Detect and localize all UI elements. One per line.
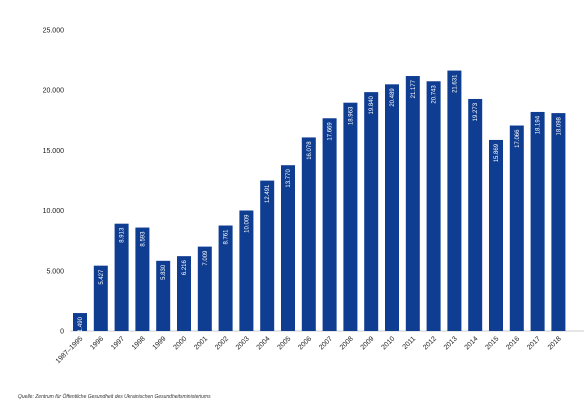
bar-value-label: 5.427 (99, 269, 105, 285)
x-tick-label: 1999 (152, 335, 168, 351)
y-tick-label: 25.000 (43, 28, 65, 35)
x-tick-label: 2010 (380, 335, 396, 351)
bar (489, 139, 503, 331)
bar-value-label: 18.963 (348, 106, 354, 125)
bar (426, 81, 441, 332)
x-axis: 1987–1995 1996 1997 1998 1999 2000 2001 2002 200… (55, 335, 563, 365)
x-tick-label: 2009 (360, 335, 376, 351)
bar (405, 76, 420, 331)
bar-value-label: 21.177 (411, 79, 417, 98)
bar (239, 210, 254, 331)
y-tick-label: 15.000 (43, 148, 65, 155)
bar-value-label: 1.490 (78, 316, 84, 332)
bar-value-label: 20.489 (390, 88, 396, 107)
bar-value-label: 8.593 (140, 231, 146, 247)
x-tick-label: 2007 (318, 335, 334, 351)
bar (551, 113, 566, 331)
bar-value-label: 18.194 (536, 115, 542, 134)
x-tick-label: 2006 (297, 335, 313, 351)
x-tick-label: 2017 (526, 335, 542, 351)
bar-value-label: 17.669 (328, 122, 334, 141)
y-tick-label: 0 (60, 329, 64, 336)
bar-value-label: 8.913 (120, 227, 126, 243)
x-tick-label: 2002 (214, 335, 230, 351)
bar (93, 265, 108, 331)
x-tick-label: 2008 (339, 335, 355, 351)
bar-value-label: 6.216 (182, 259, 188, 275)
x-tick-label: 2001 (193, 335, 209, 351)
x-tick-label: 2003 (235, 335, 251, 351)
x-tick-label: 1996 (89, 335, 105, 351)
x-tick-label: 2015 (484, 335, 500, 351)
x-tick-label: 2005 (276, 335, 292, 351)
x-tick-label: 2012 (422, 335, 438, 351)
bar-value-label: 21.631 (452, 74, 458, 93)
bar-value-label: 19.840 (369, 95, 375, 114)
bar-value-label: 18.098 (556, 116, 562, 135)
bar (509, 125, 524, 331)
bar (135, 227, 150, 331)
bar-value-label: 15.869 (494, 143, 500, 162)
x-tick-label: 1998 (131, 335, 147, 351)
x-tick-label: 1987–1995 (55, 335, 85, 365)
bar-value-label: 12.491 (265, 184, 271, 203)
bar-value-label: 7.009 (203, 250, 209, 266)
bar (322, 118, 337, 331)
y-tick-label: 5.000 (46, 268, 64, 275)
bar (468, 98, 483, 331)
bar (385, 84, 399, 331)
bar (218, 225, 233, 331)
x-tick-label: 2011 (402, 335, 418, 351)
bar-value-label: 17.066 (515, 129, 521, 148)
bar (281, 165, 295, 331)
x-tick-label: 2016 (505, 335, 521, 351)
bar-value-label: 19.273 (473, 102, 479, 121)
bar-value-label: 16.078 (307, 141, 313, 160)
x-tick-label: 2013 (443, 335, 459, 351)
bar (260, 180, 275, 331)
x-tick-label: 2004 (256, 335, 272, 351)
x-tick-label: 1997 (110, 335, 126, 351)
bar (156, 260, 171, 331)
x-tick-label: 2000 (172, 335, 188, 351)
bar (114, 223, 129, 331)
bar-value-label: 20.743 (432, 85, 438, 104)
bars: 1.490 5.427 8.913 8.593 5.830 6.216 7.009 8.761… (73, 70, 566, 332)
bar (177, 256, 191, 331)
bar (301, 137, 316, 331)
source-note: Quelle: Zentrum für Öffentliche Gesundhe… (18, 394, 211, 400)
bar (197, 246, 212, 331)
bar-value-label: 13.770 (286, 169, 292, 188)
bar-value-label: 10.009 (244, 214, 250, 233)
bar (73, 313, 87, 331)
bar (447, 70, 462, 332)
y-tick-label: 10.000 (43, 208, 65, 215)
bar (530, 111, 545, 331)
x-tick-label: 2014 (464, 335, 480, 351)
bar-value-label: 8.761 (224, 229, 230, 245)
bar (364, 92, 379, 331)
bar-value-label: 5.830 (161, 264, 167, 280)
bar (343, 102, 358, 331)
x-tick-label: 2018 (547, 335, 563, 351)
y-tick-label: 20.000 (43, 88, 65, 95)
